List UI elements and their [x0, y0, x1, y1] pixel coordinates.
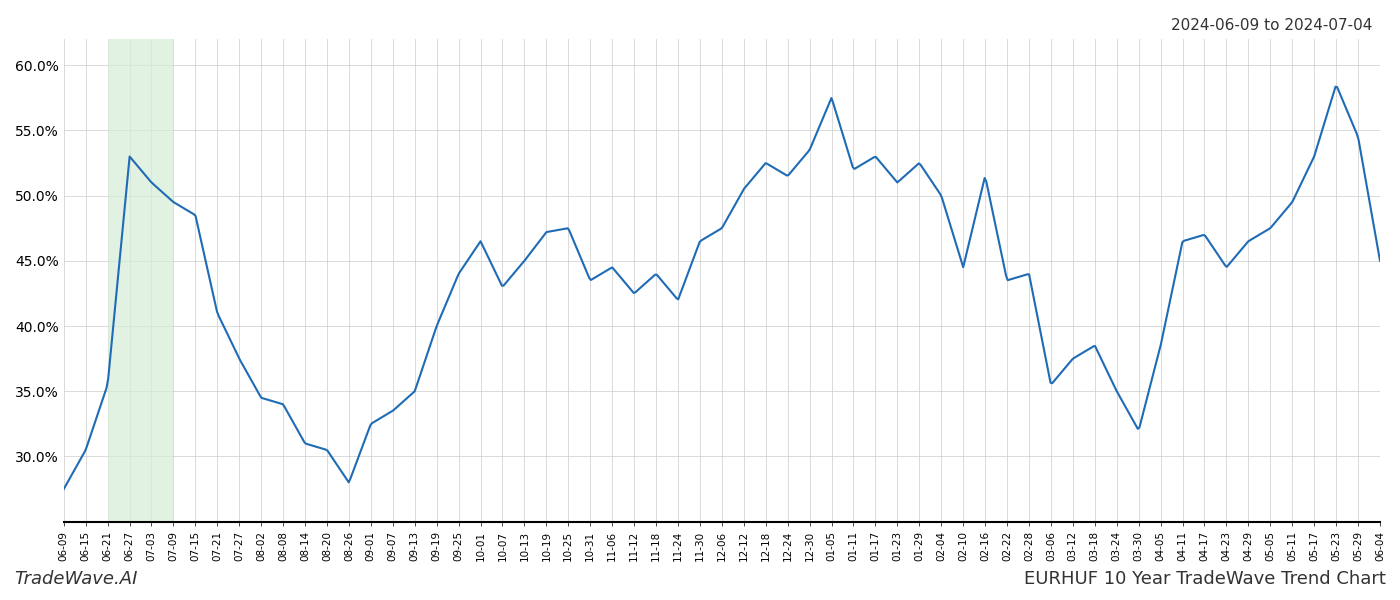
Bar: [108, 39, 174, 522]
Text: EURHUF 10 Year TradeWave Trend Chart: EURHUF 10 Year TradeWave Trend Chart: [1025, 570, 1386, 588]
Text: TradeWave.AI: TradeWave.AI: [14, 570, 137, 588]
Text: 2024-06-09 to 2024-07-04: 2024-06-09 to 2024-07-04: [1170, 18, 1372, 33]
